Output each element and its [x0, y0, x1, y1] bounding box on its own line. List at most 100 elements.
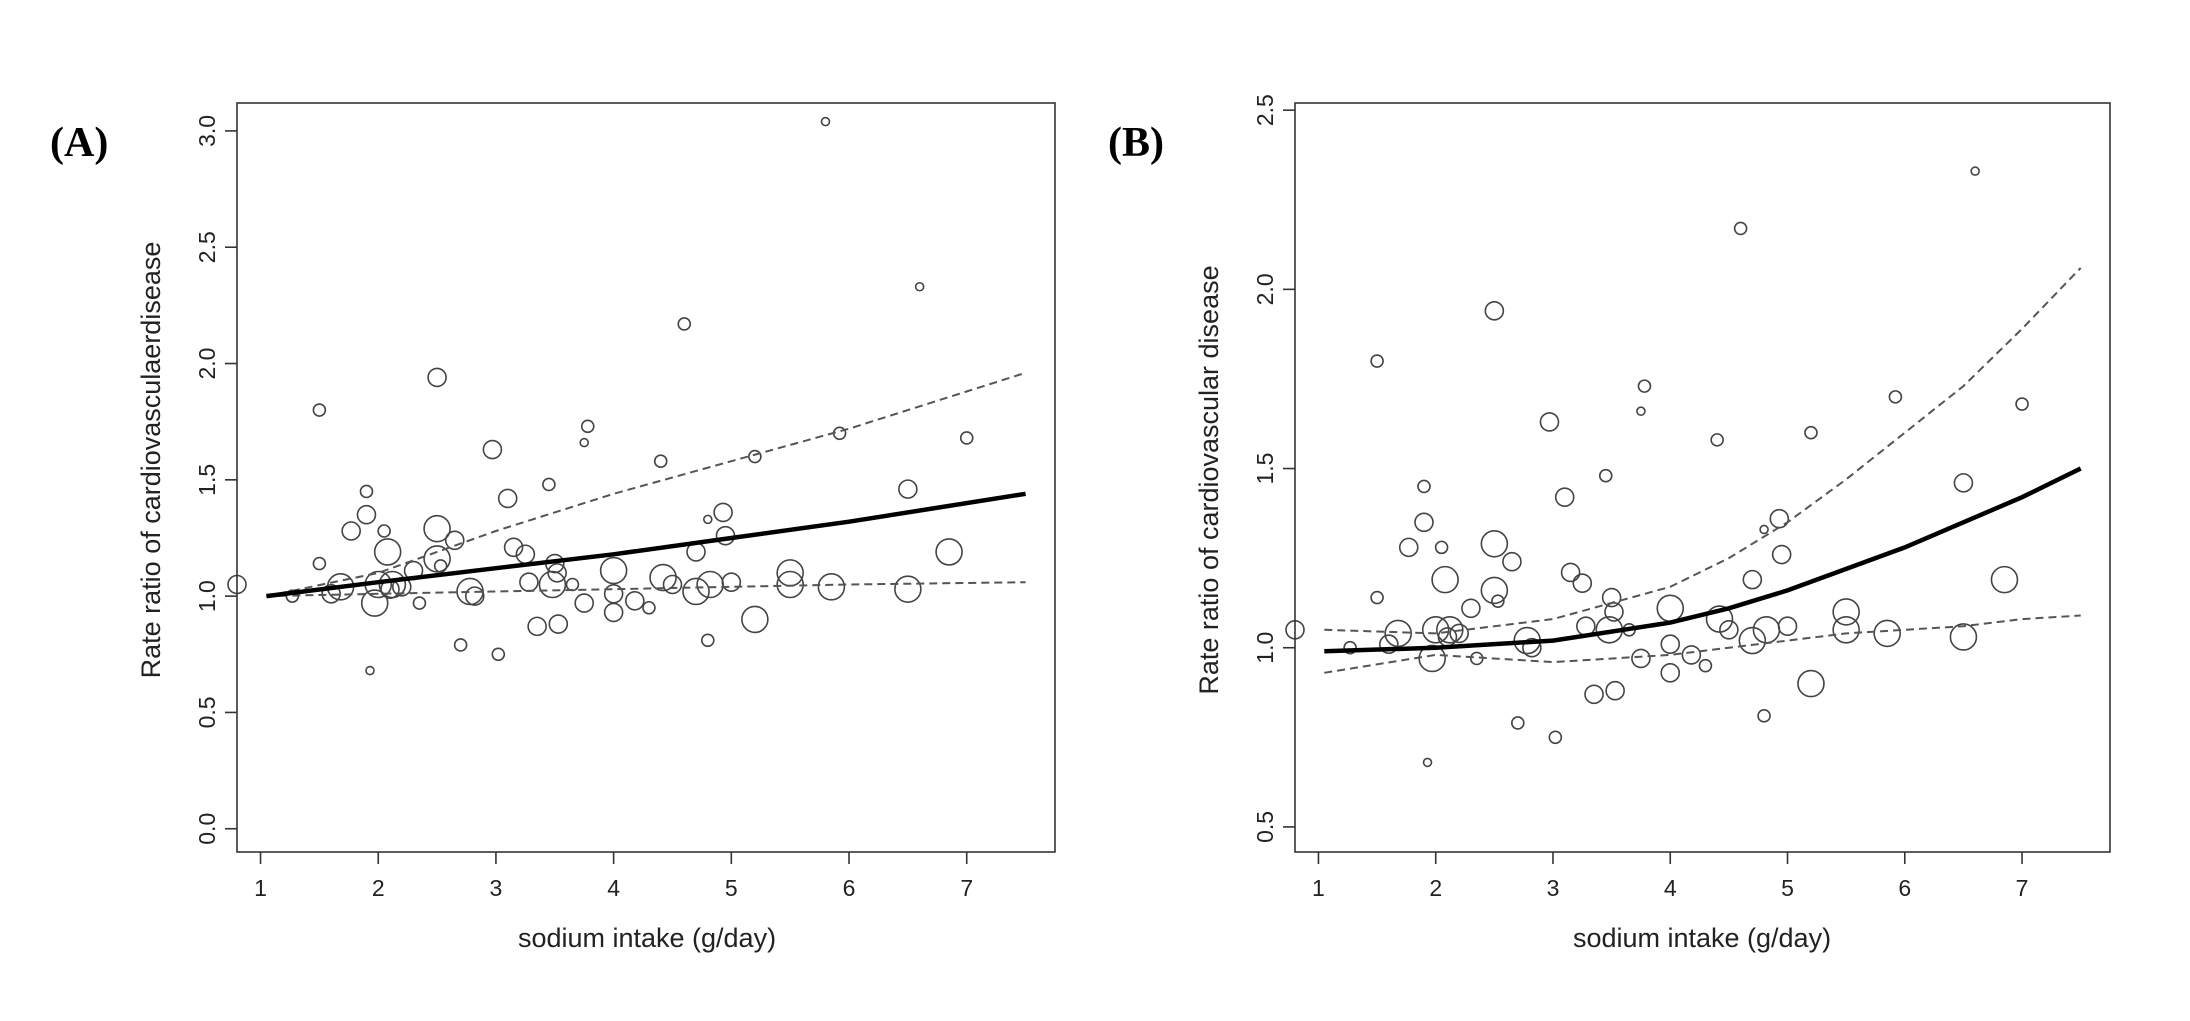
study-point-b	[1733, 221, 1748, 236]
study-point-a	[935, 538, 963, 566]
study-point-b	[1502, 551, 1522, 572]
study-point-a	[341, 521, 361, 541]
study-point-a	[519, 572, 539, 592]
y-axis-title-a: Rate ratio of cardiovasculaerdisease	[136, 242, 166, 679]
study-point-a	[700, 633, 715, 648]
study-point-b	[1421, 616, 1450, 644]
x-ticks-b: 1 2 3 4 5 6 7	[1312, 852, 2028, 901]
study-point-a	[642, 600, 656, 615]
study-point-a	[356, 504, 377, 525]
study-point-a	[377, 524, 391, 538]
y-axis-title-b: Rate ratio of cardiovascular disease	[1194, 265, 1224, 694]
study-point-a	[565, 577, 580, 592]
curves-a	[266, 371, 1026, 599]
x-tick-label-b: 2	[1429, 875, 1442, 901]
y-tick-label-b: 2.5	[1252, 94, 1278, 126]
study-point-b	[1777, 616, 1798, 637]
x-tick-label-a: 2	[372, 875, 385, 901]
study-points-b	[1285, 166, 2029, 768]
study-point-b	[1491, 594, 1505, 608]
study-point-a	[312, 556, 327, 571]
fit-line-b	[1324, 466, 2082, 654]
plot-frame-b	[1294, 102, 2111, 853]
study-point-a	[444, 530, 465, 551]
study-point-b	[1480, 576, 1509, 605]
study-point-b	[1343, 640, 1357, 655]
study-point-b	[1698, 658, 1713, 673]
y-tick-label-a: 1.0	[194, 580, 220, 612]
y-ticks-b: 0.5 1.0 1.5 2.0 2.5	[1252, 94, 1295, 843]
study-point-a	[713, 502, 733, 523]
study-point-b	[1539, 412, 1560, 432]
study-point-b	[2015, 397, 2029, 411]
study-point-a	[548, 614, 569, 634]
x-tick-label-a: 7	[960, 875, 973, 901]
study-point-b	[1480, 529, 1509, 558]
study-point-a	[702, 514, 713, 525]
study-point-a	[894, 575, 922, 603]
study-point-a	[741, 605, 769, 634]
study-point-a	[423, 514, 451, 543]
study-point-a	[653, 454, 668, 469]
study-point-b	[1422, 757, 1433, 768]
study-point-a	[423, 545, 451, 573]
study-point-b	[1584, 684, 1604, 705]
study-point-a	[776, 559, 804, 587]
plot-frame-a	[236, 102, 1056, 853]
study-point-b	[1660, 634, 1681, 654]
study-point-a	[721, 572, 742, 592]
study-point-a	[497, 488, 518, 509]
study-point-a	[482, 439, 503, 460]
x-tick-label-a: 5	[725, 875, 738, 901]
study-point-b	[1719, 620, 1739, 640]
study-point-b	[1384, 619, 1412, 648]
study-point-a	[321, 584, 341, 604]
study-point-a	[580, 419, 595, 434]
y-tick-label-b: 0.5	[1252, 811, 1278, 843]
x-tick-label-b: 6	[1898, 875, 1911, 901]
study-point-b	[1572, 573, 1593, 594]
y-ticks-a: 0.0 0.5 1.0 1.5 2.0 2.5 3.0	[194, 115, 237, 845]
study-point-b	[1797, 669, 1825, 698]
study-point-a	[542, 477, 556, 492]
y-tick-label-a: 0.0	[194, 813, 220, 845]
panel-a: (A) Rate ratio of cardiovasculaerdisease…	[50, 102, 1056, 953]
y-tick-label-a: 3.0	[194, 115, 220, 147]
study-point-b	[1637, 379, 1652, 393]
study-point-b	[1832, 598, 1860, 626]
study-point-a	[682, 577, 710, 606]
x-tick-label-b: 5	[1781, 875, 1794, 901]
study-point-b	[1681, 645, 1702, 665]
study-point-b	[1414, 512, 1434, 533]
x-ticks-a: 1 2 3 4 5 6 7	[254, 852, 973, 901]
ci-upper-line-b	[1324, 267, 2082, 635]
y-tick-label-a: 0.5	[194, 696, 220, 728]
study-point-b	[1888, 390, 1903, 404]
study-point-b	[1631, 648, 1651, 669]
study-point-b	[1370, 590, 1384, 605]
study-point-b	[1548, 730, 1563, 745]
study-point-b	[1434, 540, 1449, 555]
study-point-b	[1769, 508, 1790, 529]
study-point-b	[1660, 663, 1681, 683]
study-point-a	[359, 484, 374, 499]
study-point-a	[603, 602, 624, 623]
curves-b	[1324, 267, 2082, 674]
study-point-a	[898, 479, 918, 499]
study-point-a	[820, 116, 831, 127]
y-tick-label-a: 1.5	[194, 464, 220, 496]
study-point-b	[1431, 565, 1459, 594]
study-point-b	[1511, 716, 1525, 730]
study-point-b	[1873, 619, 1901, 648]
study-point-a	[547, 563, 567, 583]
y-tick-label-a: 2.0	[194, 348, 220, 380]
study-point-a	[503, 537, 524, 558]
x-tick-label-b: 3	[1547, 875, 1560, 901]
study-point-a	[677, 317, 692, 331]
study-point-a	[603, 584, 624, 604]
study-point-a	[412, 596, 427, 610]
study-point-b	[1598, 468, 1613, 483]
study-point-b	[1522, 637, 1542, 658]
study-point-b	[1370, 354, 1384, 368]
y-tick-label-a: 2.5	[194, 231, 220, 263]
